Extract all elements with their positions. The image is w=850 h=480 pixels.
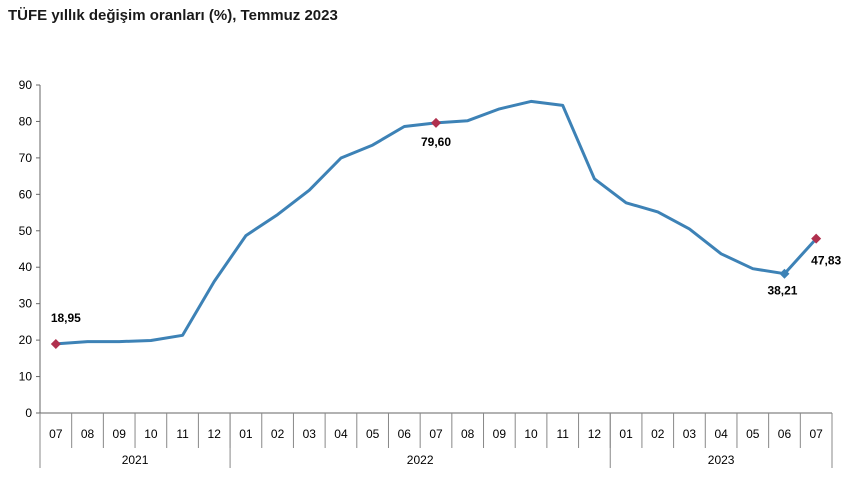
y-tick-label: 40 — [19, 260, 33, 274]
x-tick-label: 11 — [556, 427, 569, 441]
data-label: 79,60 — [421, 135, 451, 149]
x-tick-label: 12 — [208, 427, 222, 441]
y-tick-label: 10 — [19, 370, 33, 384]
x-tick-label: 02 — [651, 427, 665, 441]
data-point-marker — [779, 268, 790, 279]
y-tick-label: 80 — [19, 114, 33, 128]
x-tick-label: 08 — [81, 427, 95, 441]
chart-title: TÜFE yıllık değişim oranları (%), Temmuz… — [8, 7, 338, 24]
x-tick-label: 04 — [334, 427, 348, 441]
x-tick-label: 07 — [49, 427, 63, 441]
x-tick-label: 11 — [176, 427, 189, 441]
y-tick-label: 60 — [19, 187, 33, 201]
x-tick-label: 07 — [809, 427, 823, 441]
x-tick-label: 06 — [778, 427, 792, 441]
y-tick-label: 70 — [19, 151, 33, 165]
x-tick-label: 01 — [619, 427, 633, 441]
x-tick-label: 02 — [271, 427, 285, 441]
data-point-marker — [811, 233, 822, 244]
x-tick-label: 05 — [746, 427, 760, 441]
x-tick-label: 05 — [366, 427, 380, 441]
data-label: 38,21 — [767, 284, 797, 298]
x-tick-label: 03 — [303, 427, 317, 441]
x-tick-label: 03 — [683, 427, 697, 441]
y-tick-label: 20 — [19, 333, 33, 347]
x-tick-label: 07 — [429, 427, 443, 441]
x-tick-label: 09 — [493, 427, 507, 441]
year-label: 2023 — [708, 453, 735, 467]
data-point-marker — [50, 338, 61, 349]
data-label: 47,83 — [811, 254, 841, 268]
x-tick-label: 04 — [714, 427, 728, 441]
x-tick-label: 10 — [524, 427, 538, 441]
y-tick-label: 30 — [19, 297, 33, 311]
year-label: 2022 — [407, 453, 434, 467]
data-label: 18,95 — [51, 311, 81, 325]
data-point-marker — [431, 117, 441, 128]
x-tick-label: 10 — [144, 427, 158, 441]
x-tick-label: 12 — [588, 427, 602, 441]
y-tick-label: 50 — [19, 224, 33, 238]
x-tick-label: 06 — [398, 427, 412, 441]
x-tick-label: 01 — [239, 427, 253, 441]
x-tick-label: 09 — [113, 427, 127, 441]
y-tick-label: 90 — [19, 78, 33, 92]
year-label: 2021 — [122, 453, 149, 467]
x-tick-label: 08 — [461, 427, 475, 441]
y-tick-label: 0 — [25, 406, 32, 420]
